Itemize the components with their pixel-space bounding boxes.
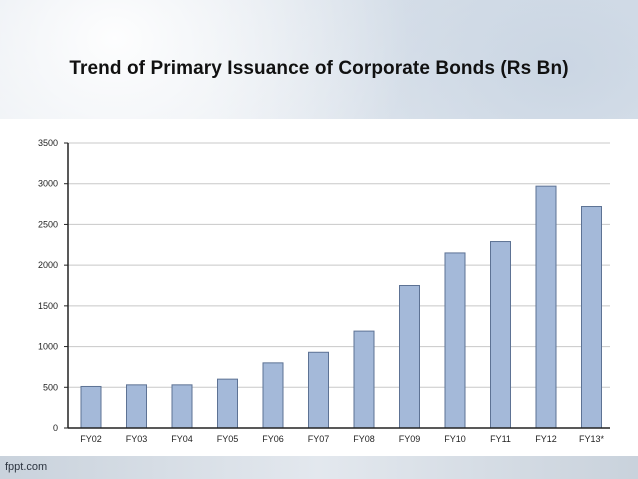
bar <box>262 362 284 429</box>
bar <box>80 385 102 429</box>
bar <box>171 384 193 429</box>
y-tick-label: 2500 <box>38 219 58 229</box>
x-category-labels: FY02 FY03 FY04 FY05 FY06 FY07 FY08 FY09 FY10 FY11… <box>80 434 604 444</box>
bar <box>399 285 420 429</box>
y-tick-labels: 0 500 1000 1500 2000 2500 3000 3500 <box>38 138 58 433</box>
x-category-label: FY06 <box>262 434 284 444</box>
gridlines <box>64 142 610 429</box>
y-tick-label: 500 <box>43 382 58 392</box>
x-category-label: FY07 <box>308 434 330 444</box>
y-tick-label: 1500 <box>38 301 58 311</box>
x-category-label: FY03 <box>126 434 148 444</box>
x-category-label: FY09 <box>399 434 421 444</box>
bar <box>581 206 602 429</box>
x-category-label: FY02 <box>80 434 102 444</box>
x-category-label: FY08 <box>353 434 375 444</box>
bar <box>308 351 329 429</box>
brand-label: fppt.com <box>5 461 48 473</box>
x-category-label: FY11 <box>490 434 511 444</box>
y-tick-label: 3000 <box>38 179 58 189</box>
axes <box>67 143 610 429</box>
chart-panel: 0 500 1000 1500 2000 2500 3000 3500 FY02 FY03 FY0… <box>0 119 638 456</box>
y-tick-label: 3500 <box>38 138 58 148</box>
x-category-label: FY13* <box>579 434 605 444</box>
bar <box>535 185 557 429</box>
bar <box>126 384 147 429</box>
footer-strip <box>0 456 638 479</box>
y-tick-label: 2000 <box>38 260 58 270</box>
x-category-label: FY10 <box>444 434 466 444</box>
bar <box>353 330 375 429</box>
bar <box>217 378 238 429</box>
bar <box>490 241 511 429</box>
x-category-label: FY05 <box>217 434 239 444</box>
bars <box>80 185 602 429</box>
x-category-label: FY12 <box>535 434 557 444</box>
y-tick-label: 1000 <box>38 342 58 352</box>
bar <box>444 252 466 429</box>
slide-title: Trend of Primary Issuance of Corporate B… <box>69 58 569 79</box>
y-tick-label: 0 <box>53 423 58 433</box>
x-category-label: FY04 <box>171 434 193 444</box>
